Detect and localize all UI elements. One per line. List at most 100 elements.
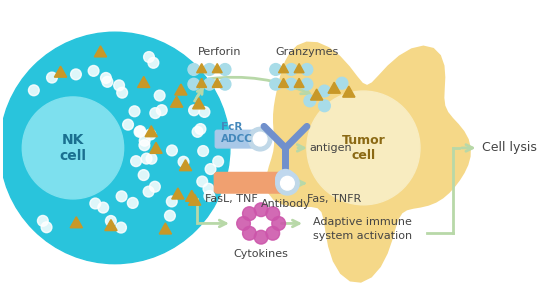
Circle shape xyxy=(301,78,313,90)
Circle shape xyxy=(280,176,294,190)
Circle shape xyxy=(301,64,313,75)
Text: Fas, TNFR: Fas, TNFR xyxy=(307,194,362,204)
Circle shape xyxy=(270,64,282,75)
Circle shape xyxy=(188,78,200,90)
Circle shape xyxy=(237,216,251,230)
Circle shape xyxy=(164,210,176,221)
Circle shape xyxy=(253,132,267,146)
Circle shape xyxy=(148,58,159,68)
Circle shape xyxy=(319,85,330,97)
Polygon shape xyxy=(70,217,82,228)
Circle shape xyxy=(150,181,160,192)
Circle shape xyxy=(204,191,215,201)
Circle shape xyxy=(307,91,420,205)
Text: FcR
ADCC: FcR ADCC xyxy=(221,123,253,144)
Polygon shape xyxy=(179,160,192,171)
Circle shape xyxy=(0,32,230,264)
Circle shape xyxy=(102,76,113,87)
Polygon shape xyxy=(145,126,157,137)
Circle shape xyxy=(204,64,215,75)
Circle shape xyxy=(155,90,165,101)
Circle shape xyxy=(192,127,203,137)
Circle shape xyxy=(139,135,150,146)
Circle shape xyxy=(46,72,57,83)
Circle shape xyxy=(145,129,156,140)
Text: FasL, TNF: FasL, TNF xyxy=(205,194,258,204)
Circle shape xyxy=(275,170,295,189)
Circle shape xyxy=(195,124,206,134)
Circle shape xyxy=(188,64,200,75)
Circle shape xyxy=(254,230,268,244)
Circle shape xyxy=(105,216,116,226)
Circle shape xyxy=(144,52,155,62)
Text: Tumor
cell: Tumor cell xyxy=(342,134,385,162)
Polygon shape xyxy=(137,77,150,88)
Circle shape xyxy=(71,69,81,80)
Polygon shape xyxy=(105,220,117,231)
Polygon shape xyxy=(175,84,187,95)
Polygon shape xyxy=(267,42,470,282)
Circle shape xyxy=(146,153,157,164)
Circle shape xyxy=(100,73,112,83)
Circle shape xyxy=(156,105,167,116)
Circle shape xyxy=(88,66,99,76)
Circle shape xyxy=(272,216,285,230)
Polygon shape xyxy=(55,66,67,77)
Circle shape xyxy=(197,176,208,187)
Circle shape xyxy=(219,64,231,75)
Polygon shape xyxy=(213,64,222,73)
Polygon shape xyxy=(328,82,341,93)
Circle shape xyxy=(131,156,141,166)
Circle shape xyxy=(141,153,152,164)
Polygon shape xyxy=(294,64,304,73)
Text: Cytokines: Cytokines xyxy=(233,249,289,259)
Circle shape xyxy=(205,164,216,175)
Circle shape xyxy=(199,107,210,117)
Circle shape xyxy=(285,78,297,90)
Circle shape xyxy=(189,105,199,116)
Circle shape xyxy=(129,106,140,117)
Circle shape xyxy=(41,222,52,233)
Polygon shape xyxy=(279,78,289,87)
Circle shape xyxy=(198,146,209,156)
Circle shape xyxy=(204,78,215,90)
Circle shape xyxy=(254,203,268,216)
FancyBboxPatch shape xyxy=(215,130,256,148)
Polygon shape xyxy=(197,78,206,87)
Circle shape xyxy=(114,80,124,91)
Polygon shape xyxy=(213,78,222,87)
Circle shape xyxy=(285,64,297,75)
Polygon shape xyxy=(185,190,198,201)
Circle shape xyxy=(178,156,189,167)
Circle shape xyxy=(304,95,316,107)
Circle shape xyxy=(139,170,149,180)
Polygon shape xyxy=(311,89,323,100)
Circle shape xyxy=(266,226,280,240)
Text: Adaptive immune
system activation: Adaptive immune system activation xyxy=(313,216,412,240)
Circle shape xyxy=(319,100,330,112)
Circle shape xyxy=(134,126,145,137)
Circle shape xyxy=(117,87,128,98)
Circle shape xyxy=(150,108,161,118)
Polygon shape xyxy=(189,194,201,205)
Polygon shape xyxy=(197,64,206,73)
Polygon shape xyxy=(193,98,205,109)
Polygon shape xyxy=(159,223,172,234)
Circle shape xyxy=(135,126,146,136)
Circle shape xyxy=(22,97,124,199)
Text: Cell lysis: Cell lysis xyxy=(482,141,537,154)
Polygon shape xyxy=(150,142,162,153)
Circle shape xyxy=(98,202,109,213)
Text: Antibody: Antibody xyxy=(261,199,310,209)
Circle shape xyxy=(242,226,256,240)
Circle shape xyxy=(167,145,177,156)
Text: antigen: antigen xyxy=(310,143,353,153)
FancyBboxPatch shape xyxy=(214,173,286,193)
Text: NK
cell: NK cell xyxy=(60,133,87,163)
Polygon shape xyxy=(343,86,355,97)
Circle shape xyxy=(242,207,256,221)
Circle shape xyxy=(90,198,100,209)
Circle shape xyxy=(139,140,150,151)
Circle shape xyxy=(336,77,348,89)
Circle shape xyxy=(166,196,177,207)
